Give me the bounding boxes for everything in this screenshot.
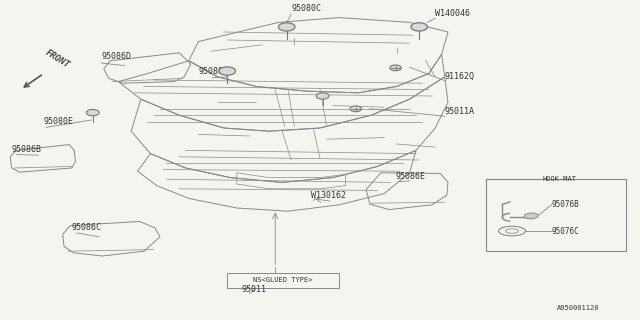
Circle shape [390,65,401,71]
Circle shape [278,23,295,31]
Circle shape [411,23,428,31]
Bar [227,273,339,288]
Text: FRONT: FRONT [44,49,71,70]
Circle shape [86,109,99,116]
Text: 95080C: 95080C [198,67,228,76]
Text: 95086C: 95086C [72,223,102,232]
Text: HOOK-MAT: HOOK-MAT [542,176,576,182]
Text: 95080E: 95080E [44,117,74,126]
Text: A950001120: A950001120 [557,305,599,311]
Text: 95076B: 95076B [552,200,580,209]
Text: 95011: 95011 [242,285,267,294]
Text: 95086E: 95086E [396,172,426,181]
Text: 95076C: 95076C [552,227,580,236]
Text: 95086B: 95086B [12,145,42,154]
Text: NS<GLUED TYPE>: NS<GLUED TYPE> [253,277,313,283]
Text: W130162: W130162 [311,191,346,200]
Circle shape [219,67,236,75]
Text: W140046: W140046 [435,9,470,18]
Circle shape [316,93,329,99]
Text: 95080C: 95080C [291,4,321,13]
Bar [486,179,626,251]
Text: 95086D: 95086D [101,52,131,61]
Circle shape [350,106,362,112]
Text: 95011A: 95011A [445,107,475,116]
Ellipse shape [524,213,538,219]
Text: 91162Q: 91162Q [445,72,475,81]
